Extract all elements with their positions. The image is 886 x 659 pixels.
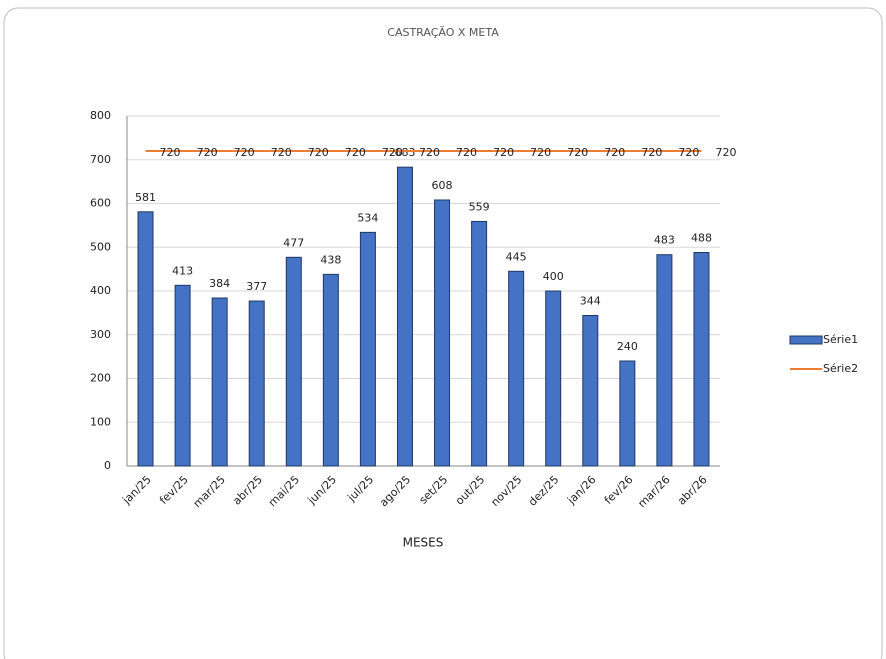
data-label: 720 [197,146,218,159]
y-tick-label: 200 [90,372,111,385]
data-label: 445 [506,250,527,263]
data-label: 720 [715,146,736,159]
data-label: 400 [543,270,564,283]
data-label: 720 [678,146,699,159]
bar [359,231,376,467]
legend-swatch [789,335,823,345]
bar [248,300,265,467]
y-tick-label: 100 [90,415,111,428]
data-label: 384 [209,277,230,290]
bar [471,220,488,467]
data-label: 720 [382,146,403,159]
data-label: 413 [172,264,193,277]
data-label: 534 [357,211,378,224]
data-label: 720 [493,146,514,159]
data-label: 581 [135,191,156,204]
data-label: 720 [641,146,662,159]
data-label: 720 [160,146,181,159]
bar [434,199,451,467]
data-label: 720 [308,146,329,159]
bar [619,360,636,467]
data-label: 240 [617,340,638,353]
data-label: 608 [432,179,453,192]
y-tick-label: 500 [90,240,111,253]
data-label: 720 [271,146,292,159]
y-tick-label: 600 [90,197,111,210]
bar [322,273,339,467]
data-label: 377 [246,280,267,293]
data-label: 477 [283,236,304,249]
data-label: 720 [345,146,366,159]
bar [174,284,191,467]
chart-title: CASTRAÇÃO X META [387,26,499,39]
data-label: 683 [394,146,415,159]
data-label: 720 [419,146,440,159]
data-label: 720 [234,146,255,159]
y-tick-label: 700 [90,153,111,166]
bar [137,211,154,467]
y-tick-label: 0 [104,459,111,472]
data-label: 438 [320,253,341,266]
bar [396,166,413,467]
data-label: 488 [691,232,712,245]
legend-label: Série2 [823,362,858,375]
bar [545,290,562,467]
y-tick-label: 400 [90,284,111,297]
data-label: 344 [580,295,601,308]
y-tick-label: 300 [90,328,111,341]
y-tick-label: 800 [90,109,111,122]
data-label: 720 [530,146,551,159]
data-label: 559 [469,200,490,213]
bar [285,256,302,467]
legend-label: Série1 [823,333,858,346]
data-label: 720 [456,146,477,159]
data-label: 720 [604,146,625,159]
bar [508,270,525,467]
bar [693,252,710,467]
x-axis-title: MESES [403,536,444,550]
data-label: 720 [567,146,588,159]
bar [582,315,599,467]
bar [211,297,228,467]
data-label: 483 [654,234,675,247]
bar [656,254,673,467]
